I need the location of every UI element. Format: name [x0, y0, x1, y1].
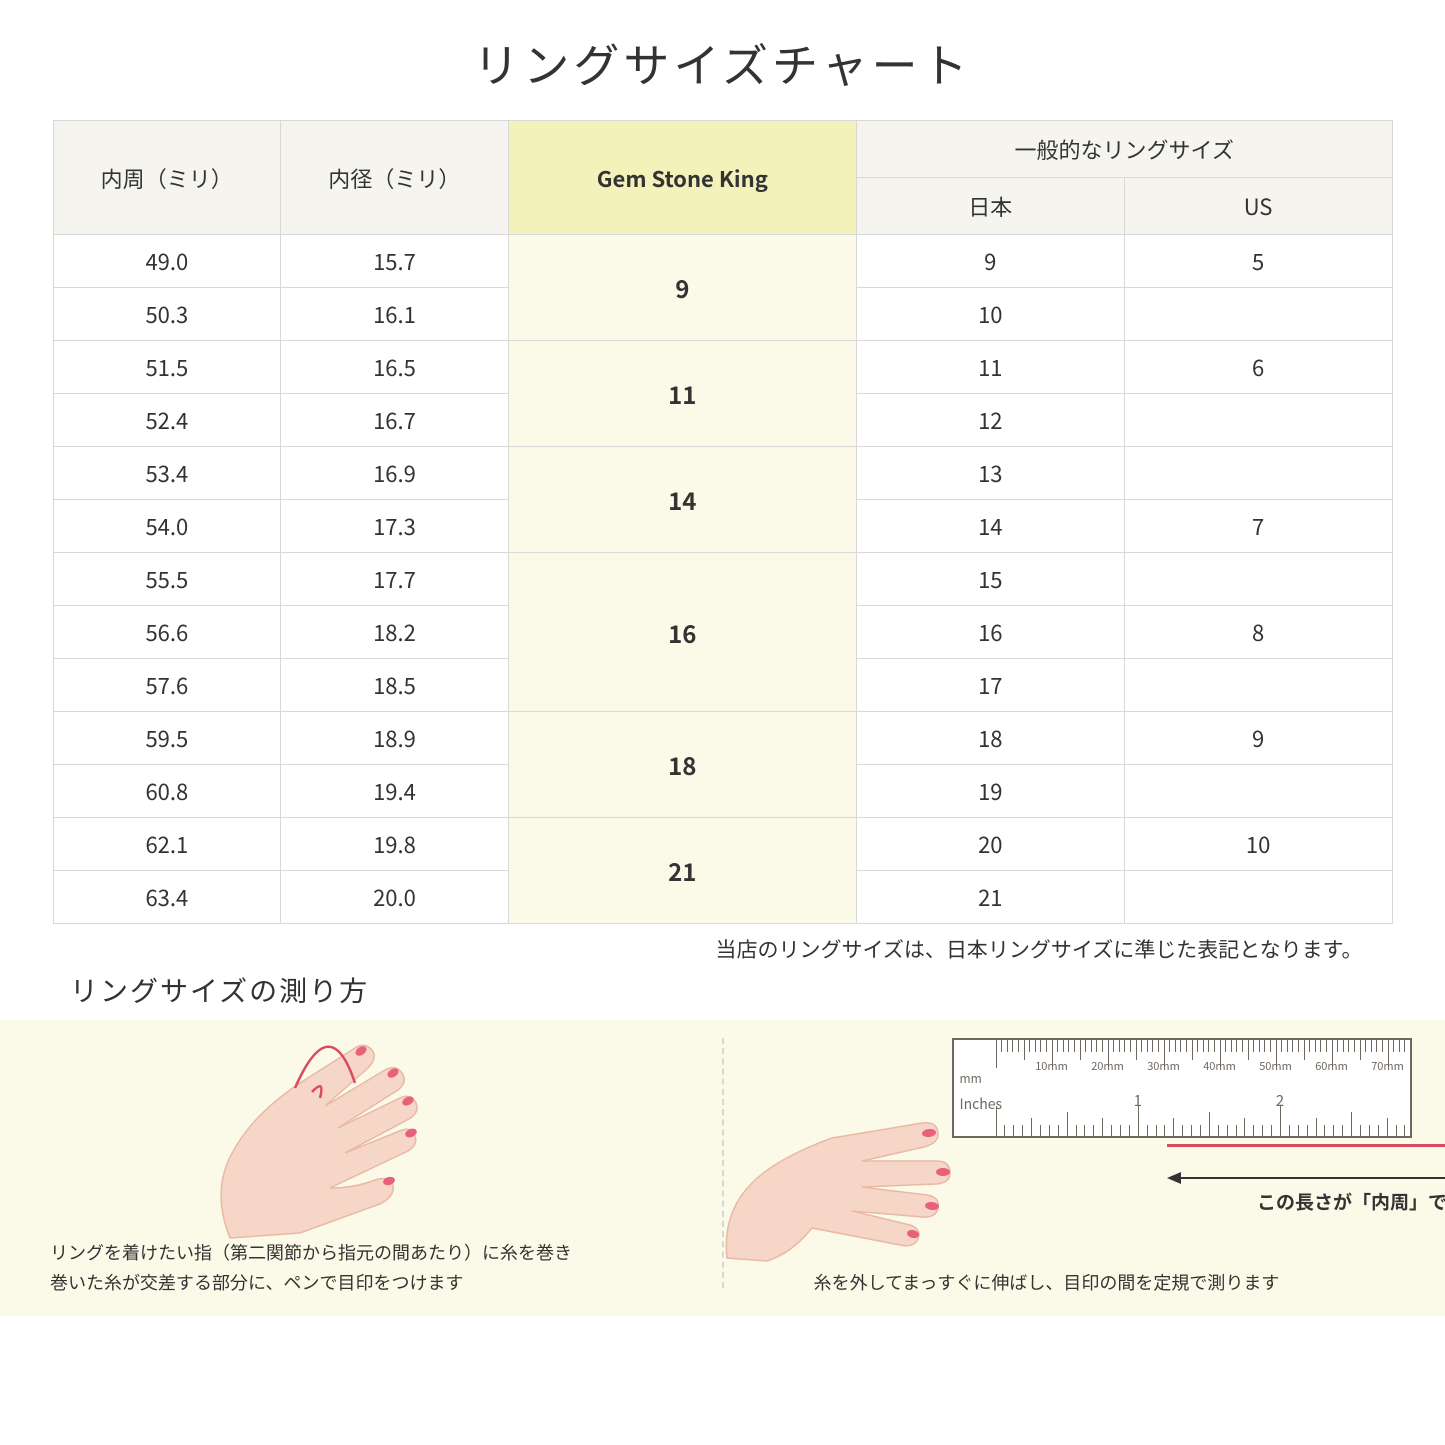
chart-note: 当店のリングサイズは、日本リングサイズに準じた表記となります。	[53, 934, 1393, 964]
cell-diameter: 16.5	[281, 341, 509, 394]
cell-us	[1124, 553, 1392, 606]
cell-gsk: 18	[508, 712, 856, 818]
cell-japan: 18	[856, 712, 1124, 765]
cell-gsk: 11	[508, 341, 856, 447]
th-us: US	[1124, 178, 1392, 235]
cell-circumference: 63.4	[53, 871, 281, 924]
cell-diameter: 17.3	[281, 500, 509, 553]
cell-circumference: 56.6	[53, 606, 281, 659]
cell-circumference: 54.0	[53, 500, 281, 553]
table-row: 49.015.7995	[53, 235, 1392, 288]
cell-gsk: 21	[508, 818, 856, 924]
cell-circumference: 60.8	[53, 765, 281, 818]
cell-diameter: 19.8	[281, 818, 509, 871]
cell-japan: 16	[856, 606, 1124, 659]
cell-japan: 14	[856, 500, 1124, 553]
cell-us: 9	[1124, 712, 1392, 765]
cell-diameter: 16.7	[281, 394, 509, 447]
cell-circumference: 52.4	[53, 394, 281, 447]
cell-us: 6	[1124, 341, 1392, 394]
howto-step-2: mm Inches 10mm20mm30mm40mm50mm60mm70mm12…	[742, 1038, 1396, 1298]
howto-title: リングサイズの測り方	[70, 970, 1445, 1010]
page-title: リングサイズチャート	[0, 0, 1445, 120]
cell-us	[1124, 871, 1392, 924]
cell-circumference: 49.0	[53, 235, 281, 288]
cell-japan: 12	[856, 394, 1124, 447]
cell-gsk: 9	[508, 235, 856, 341]
cell-japan: 20	[856, 818, 1124, 871]
thread-line	[1167, 1144, 1445, 1147]
cell-diameter: 16.9	[281, 447, 509, 500]
cell-japan: 15	[856, 553, 1124, 606]
cell-diameter: 20.0	[281, 871, 509, 924]
cell-circumference: 50.3	[53, 288, 281, 341]
measure-arrow	[1167, 1168, 1445, 1188]
cell-us: 10	[1124, 818, 1392, 871]
cell-diameter: 19.4	[281, 765, 509, 818]
cell-japan: 21	[856, 871, 1124, 924]
th-circumference: 内周（ミリ）	[53, 121, 281, 235]
cell-us	[1124, 659, 1392, 712]
cell-gsk: 16	[508, 553, 856, 712]
howto-step-1-line2: 巻いた糸が交差する部分に、ペンで目印をつけます	[50, 1269, 463, 1295]
cell-circumference: 62.1	[53, 818, 281, 871]
cell-japan: 17	[856, 659, 1124, 712]
table-row: 59.518.918189	[53, 712, 1392, 765]
howto-step-1-line1: リングを着けたい指（第二関節から指元の間あたり）に糸を巻き	[50, 1239, 572, 1265]
cell-japan: 13	[856, 447, 1124, 500]
cell-circumference: 53.4	[53, 447, 281, 500]
cell-japan: 10	[856, 288, 1124, 341]
howto-step-2-text: 糸を外してまっすぐに伸ばし、目印の間を定規で測ります	[742, 1267, 1352, 1298]
cell-japan: 11	[856, 341, 1124, 394]
cell-us	[1124, 765, 1392, 818]
cell-us: 5	[1124, 235, 1392, 288]
table-row: 53.416.91413	[53, 447, 1392, 500]
cell-diameter: 17.7	[281, 553, 509, 606]
hand-hold-illustration	[722, 1083, 982, 1263]
ruler-area: mm Inches 10mm20mm30mm40mm50mm60mm70mm12…	[952, 1038, 1432, 1138]
cell-us	[1124, 288, 1392, 341]
cell-circumference: 57.6	[53, 659, 281, 712]
table-row: 55.517.71615	[53, 553, 1392, 606]
hand-wrap-illustration	[180, 1028, 540, 1248]
arrow-caption: この長さが「内周」です	[1162, 1188, 1445, 1215]
ring-size-chart: 内周（ミリ） 内径（ミリ） Gem Stone King 一般的なリングサイズ …	[53, 120, 1393, 924]
cell-japan: 9	[856, 235, 1124, 288]
cell-japan: 19	[856, 765, 1124, 818]
cell-diameter: 18.2	[281, 606, 509, 659]
howto-step-1-text: リングを着けたい指（第二関節から指元の間あたり）に糸を巻き 巻いた糸が交差する部…	[50, 1237, 610, 1298]
size-table: 内周（ミリ） 内径（ミリ） Gem Stone King 一般的なリングサイズ …	[53, 120, 1393, 924]
cell-us: 8	[1124, 606, 1392, 659]
th-gsk: Gem Stone King	[508, 121, 856, 235]
cell-diameter: 18.9	[281, 712, 509, 765]
cell-circumference: 51.5	[53, 341, 281, 394]
table-row: 51.516.511116	[53, 341, 1392, 394]
th-diameter: 内径（ミリ）	[281, 121, 509, 235]
ruler-illustration: mm Inches 10mm20mm30mm40mm50mm60mm70mm12	[952, 1038, 1412, 1138]
cell-gsk: 14	[508, 447, 856, 553]
table-row: 62.119.8212010	[53, 818, 1392, 871]
cell-us: 7	[1124, 500, 1392, 553]
cell-diameter: 15.7	[281, 235, 509, 288]
ruler-in-ticks	[954, 1090, 1410, 1136]
th-general: 一般的なリングサイズ	[856, 121, 1392, 178]
cell-diameter: 18.5	[281, 659, 509, 712]
howto-step-1: リングを着けたい指（第二関節から指元の間あたり）に糸を巻き 巻いた糸が交差する部…	[50, 1038, 704, 1298]
cell-circumference: 59.5	[53, 712, 281, 765]
cell-us	[1124, 394, 1392, 447]
howto-panel: リングを着けたい指（第二関節から指元の間あたり）に糸を巻き 巻いた糸が交差する部…	[0, 1020, 1445, 1316]
ruler-mm-label: mm	[960, 1070, 982, 1087]
th-japan: 日本	[856, 178, 1124, 235]
cell-diameter: 16.1	[281, 288, 509, 341]
cell-circumference: 55.5	[53, 553, 281, 606]
cell-us	[1124, 447, 1392, 500]
